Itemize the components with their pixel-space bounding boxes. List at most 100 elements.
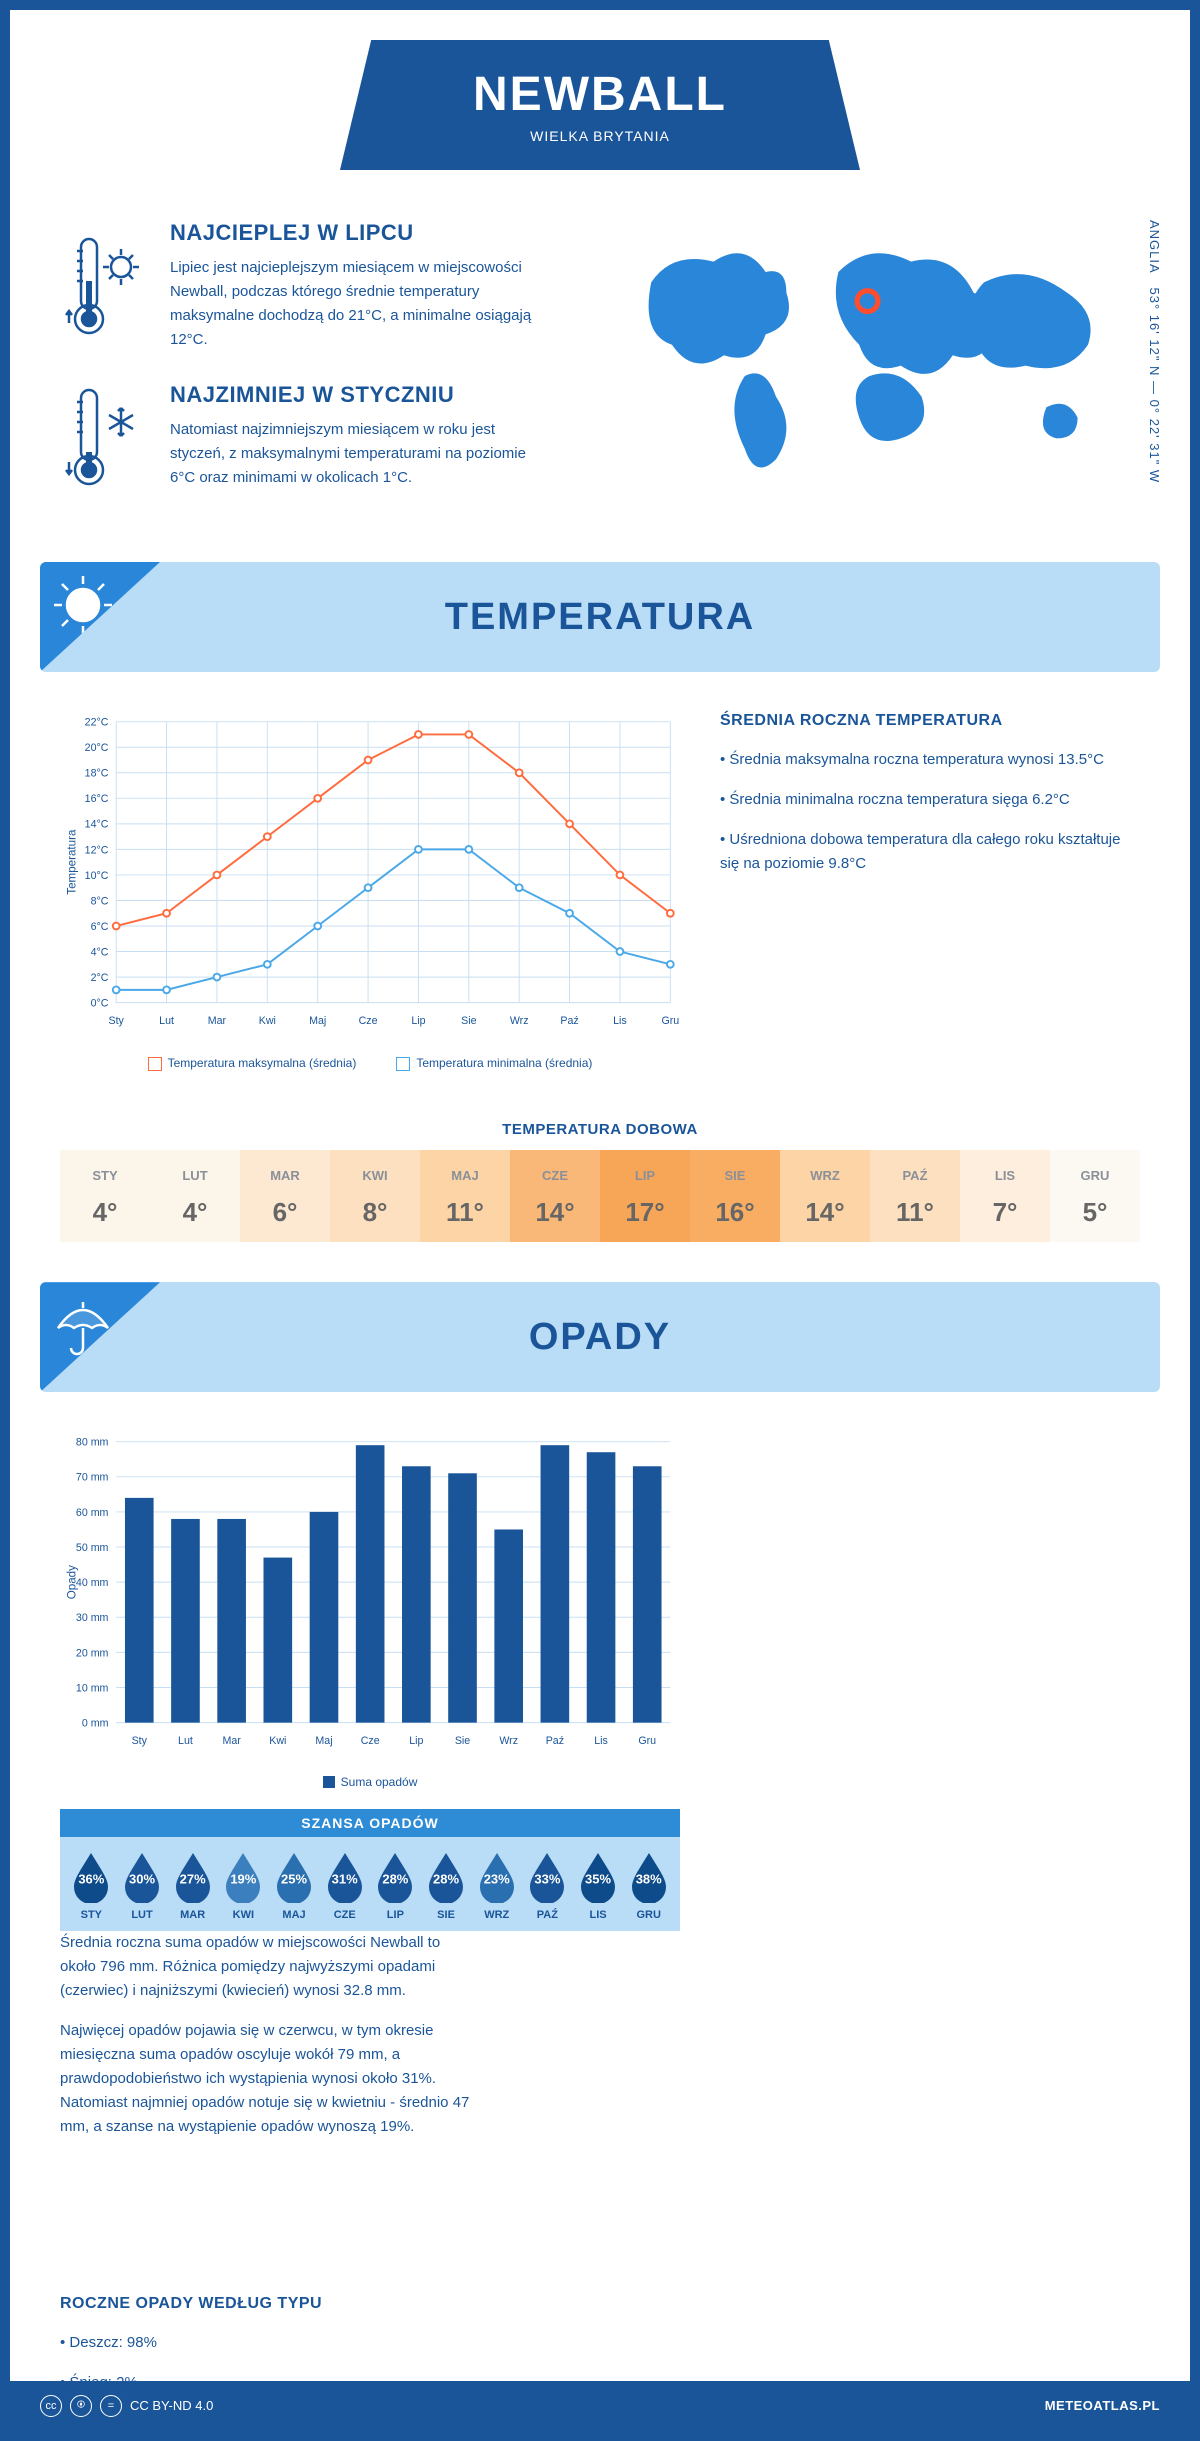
chance-cell: 25% MAJ xyxy=(269,1851,320,1921)
chance-title: SZANSA OPADÓW xyxy=(60,1809,680,1837)
fact-title: NAJCIEPLEJ W LIPCU xyxy=(170,220,550,246)
raindrop-icon: 27% xyxy=(172,1851,214,1903)
daily-cell: STY 4° xyxy=(60,1150,150,1242)
chance-value: 33% xyxy=(534,1872,560,1887)
cc-icon: cc xyxy=(40,2395,62,2417)
chance-value: 25% xyxy=(281,1872,307,1887)
footer: cc 🅯 = CC BY-ND 4.0 METEOATLAS.PL xyxy=(10,2381,1190,2431)
raindrop-icon: 36% xyxy=(70,1851,112,1903)
daily-cell: GRU 5° xyxy=(1050,1150,1140,1242)
fact-body: Natomiast najzimniejszym miesiącem w rok… xyxy=(170,418,550,490)
daily-cell: MAJ 11° xyxy=(420,1150,510,1242)
month-label: SIE xyxy=(421,1909,472,1921)
chart-legend: Temperatura maksymalna (średnia) Tempera… xyxy=(60,1056,680,1071)
month-label: WRZ xyxy=(784,1168,866,1183)
svg-text:Maj: Maj xyxy=(309,1015,326,1027)
precipitation-row: 0 mm10 mm20 mm30 mm40 mm50 mm60 mm70 mm8… xyxy=(10,1392,1190,2430)
temp-value: 11° xyxy=(874,1197,956,1228)
svg-text:Wrz: Wrz xyxy=(510,1015,529,1027)
precipitation-chart: 0 mm10 mm20 mm30 mm40 mm50 mm60 mm70 mm8… xyxy=(60,1432,680,2410)
notes-title: ŚREDNIA ROCZNA TEMPERATURA xyxy=(720,712,1140,730)
svg-text:Wrz: Wrz xyxy=(499,1735,518,1747)
raindrop-icon: 19% xyxy=(222,1851,264,1903)
month-label: CZE xyxy=(514,1168,596,1183)
note-item: • Uśredniona dobowa temperatura dla całe… xyxy=(720,828,1140,876)
month-label: LIS xyxy=(964,1168,1046,1183)
month-label: LIP xyxy=(604,1168,686,1183)
svg-text:Kwi: Kwi xyxy=(269,1735,286,1747)
svg-text:Sie: Sie xyxy=(455,1735,470,1747)
svg-text:80 mm: 80 mm xyxy=(76,1437,109,1449)
raindrop-icon: 28% xyxy=(374,1851,416,1903)
daily-cell: KWI 8° xyxy=(330,1150,420,1242)
coordinates-label: ANGLIA 53° 16' 12" N — 0° 22' 31" W xyxy=(1147,220,1162,483)
temp-value: 11° xyxy=(424,1197,506,1228)
svg-text:Sty: Sty xyxy=(109,1015,125,1027)
daily-cell: MAR 6° xyxy=(240,1150,330,1242)
svg-text:20°C: 20°C xyxy=(85,742,109,754)
temp-value: 14° xyxy=(514,1197,596,1228)
precip-type-item: • Deszcz: 98% xyxy=(60,2331,480,2355)
daily-cell: CZE 14° xyxy=(510,1150,600,1242)
month-label: MAJ xyxy=(424,1168,506,1183)
svg-text:14°C: 14°C xyxy=(85,819,109,831)
title-banner: NEWBALL WIELKA BRYTANIA xyxy=(340,40,860,170)
world-map: ANGLIA 53° 16' 12" N — 0° 22' 31" W xyxy=(620,220,1140,522)
fact-body: Lipiec jest najcieplejszym miesiącem w m… xyxy=(170,256,550,352)
temperature-row: 0°C2°C4°C6°C8°C10°C12°C14°C16°C18°C20°C2… xyxy=(10,672,1190,1091)
location-title: NEWBALL xyxy=(340,67,860,122)
svg-text:60 mm: 60 mm xyxy=(76,1507,109,1519)
temp-value: 4° xyxy=(64,1197,146,1228)
note-item: • Średnia minimalna roczna temperatura s… xyxy=(720,788,1140,812)
thermometer-snow-icon xyxy=(60,382,150,492)
month-label: KWI xyxy=(334,1168,416,1183)
svg-text:Lut: Lut xyxy=(159,1015,174,1027)
svg-text:Maj: Maj xyxy=(315,1735,332,1747)
svg-text:Temperatura: Temperatura xyxy=(66,829,79,895)
chance-value: 19% xyxy=(230,1872,256,1887)
raindrop-icon: 28% xyxy=(425,1851,467,1903)
daily-cell: LIP 17° xyxy=(600,1150,690,1242)
temp-value: 14° xyxy=(784,1197,866,1228)
chance-cell: 38% GRU xyxy=(623,1851,674,1921)
precipitation-notes: Średnia roczna suma opadów w miejscowośc… xyxy=(60,1931,480,2395)
temp-value: 6° xyxy=(244,1197,326,1228)
svg-text:10 mm: 10 mm xyxy=(76,1683,109,1695)
svg-text:Paź: Paź xyxy=(546,1735,564,1747)
chart-legend: Suma opadów xyxy=(60,1775,680,1789)
chance-cell: 19% KWI xyxy=(218,1851,269,1921)
chance-value: 38% xyxy=(636,1872,662,1887)
chance-cell: 36% STY xyxy=(66,1851,117,1921)
daily-temp-strip: STY 4° LUT 4° MAR 6° KWI 8° MAJ 11° CZE … xyxy=(60,1150,1140,1242)
section-title: TEMPERATURA xyxy=(40,596,1160,639)
month-label: KWI xyxy=(218,1909,269,1921)
chance-cell: 28% SIE xyxy=(421,1851,472,1921)
month-label: GRU xyxy=(623,1909,674,1921)
raindrop-icon: 38% xyxy=(628,1851,670,1903)
daily-cell: LIS 7° xyxy=(960,1150,1050,1242)
svg-text:Lut: Lut xyxy=(178,1735,193,1747)
svg-text:Lip: Lip xyxy=(411,1015,425,1027)
daily-temp-title: TEMPERATURA DOBOWA xyxy=(10,1121,1190,1138)
month-label: MAR xyxy=(167,1909,218,1921)
raindrop-icon: 23% xyxy=(476,1851,518,1903)
chance-cell: 31% CZE xyxy=(319,1851,370,1921)
thermometer-sun-icon xyxy=(60,220,150,352)
note-paragraph: Najwięcej opadów pojawia się w czerwcu, … xyxy=(60,2019,480,2139)
daily-cell: LUT 4° xyxy=(150,1150,240,1242)
coldest-fact: NAJZIMNIEJ W STYCZNIU Natomiast najzimni… xyxy=(60,382,580,492)
rain-chance-strip: SZANSA OPADÓW 36% STY 30% LUT 27% MAR xyxy=(60,1809,680,1931)
temp-value: 8° xyxy=(334,1197,416,1228)
month-label: LUT xyxy=(154,1168,236,1183)
month-label: MAR xyxy=(244,1168,326,1183)
chance-value: 30% xyxy=(129,1872,155,1887)
svg-text:Mar: Mar xyxy=(222,1735,241,1747)
month-label: MAJ xyxy=(269,1909,320,1921)
facts-column: NAJCIEPLEJ W LIPCU Lipiec jest najcieple… xyxy=(60,220,580,522)
chance-cell: 28% LIP xyxy=(370,1851,421,1921)
page-root: NEWBALL WIELKA BRYTANIA xyxy=(0,0,1200,2441)
month-label: GRU xyxy=(1054,1168,1136,1183)
svg-text:Paź: Paź xyxy=(560,1015,578,1027)
by-icon: 🅯 xyxy=(70,2395,92,2417)
svg-text:Cze: Cze xyxy=(359,1015,378,1027)
